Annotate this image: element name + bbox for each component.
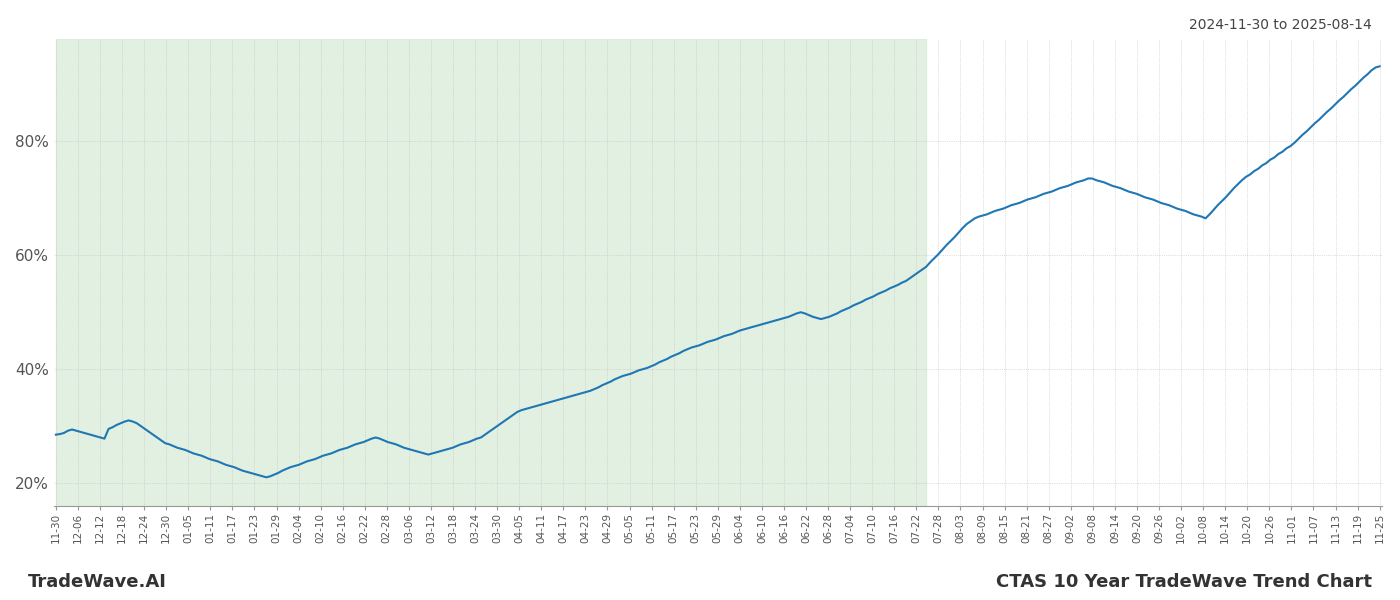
Text: CTAS 10 Year TradeWave Trend Chart: CTAS 10 Year TradeWave Trend Chart	[995, 573, 1372, 591]
Text: 2024-11-30 to 2025-08-14: 2024-11-30 to 2025-08-14	[1189, 18, 1372, 32]
Bar	[56, 39, 925, 506]
Text: TradeWave.AI: TradeWave.AI	[28, 573, 167, 591]
